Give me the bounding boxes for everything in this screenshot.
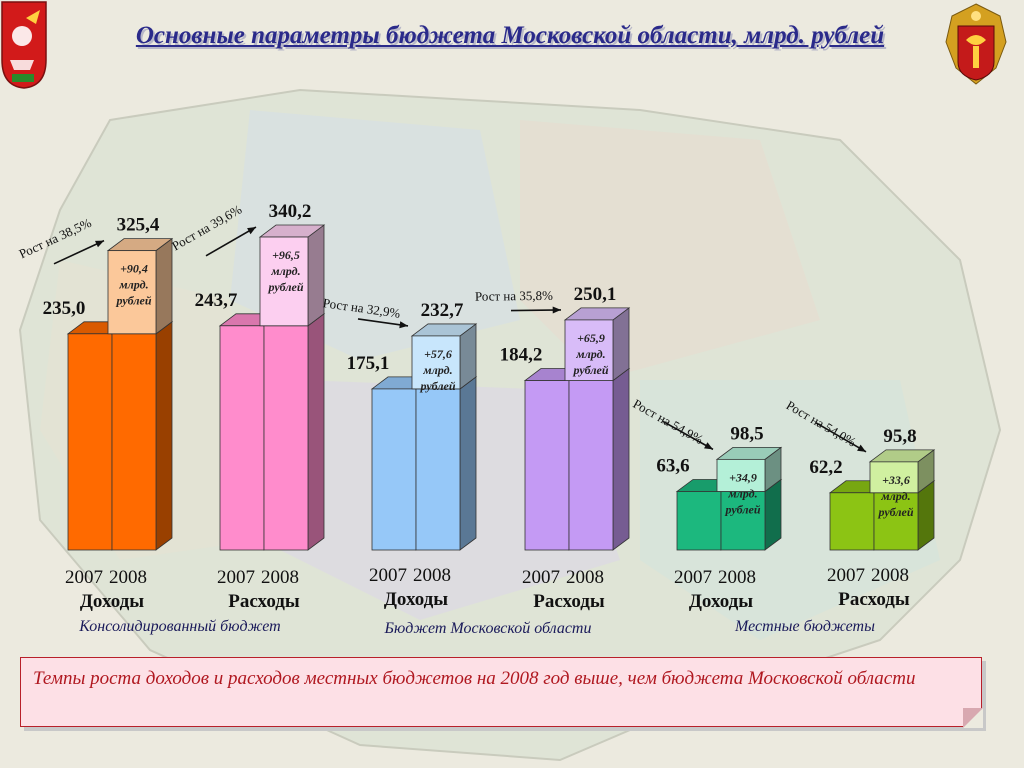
bar-increase-0-1-face — [259, 236, 309, 327]
bar-increase-0-1 — [258, 224, 326, 327]
value-2007-0-0: 235,0 — [43, 298, 86, 319]
year-2008-0-0: 2008 — [109, 567, 147, 588]
budget-bar-chart: 235,0 325,4 +90,4 млрд. рублей Рост на 38,5% 2… — [17, 201, 936, 637]
increase-label-0-0: +90,4 млрд. рублей — [115, 262, 151, 308]
bar-increase-1-1-side — [612, 307, 630, 382]
bar-increase-0-1-side — [307, 224, 325, 327]
moscow-oblast-coat-of-arms-icon — [1, 1, 47, 89]
growth-arrowhead-2-1 — [857, 444, 866, 452]
bar-increase-2-1 — [868, 449, 936, 494]
year-2007-2-1: 2007 — [827, 565, 865, 586]
value-2008-2-1: 95,8 — [883, 426, 916, 447]
increase-label-2-1: +33,6 млрд. рублей — [877, 473, 913, 519]
year-2008-2-1: 2008 — [871, 565, 909, 586]
page-title: Основные параметры бюджета Московской об… — [135, 22, 885, 49]
bar-2008-0-0-face — [111, 333, 157, 551]
increase-label-1-1: +65,9 млрд. рублей — [572, 331, 608, 377]
year-2008-1-0: 2008 — [413, 565, 451, 586]
bar-2008-0-0-side — [155, 320, 173, 551]
year-2008-0-1: 2008 — [261, 567, 299, 588]
value-2007-1-0: 175,1 — [347, 353, 390, 374]
group-label-0: Консолидированный бюджет — [78, 618, 280, 635]
bar-2008-1-0-side — [459, 376, 477, 551]
growth-arrowhead-2-0 — [704, 442, 713, 450]
bar-increase-0-0 — [106, 237, 174, 335]
value-2008-0-1: 340,2 — [269, 201, 312, 222]
value-2008-0-0: 325,4 — [117, 215, 160, 236]
bar-increase-0-0-side — [155, 237, 173, 335]
group-label-2: Местные бюджеты — [734, 618, 875, 635]
growth-label-1-0: Рост на 32,9% — [322, 295, 401, 321]
bar-2008-1-0 — [414, 376, 478, 551]
growth-arrow-1-1 — [510, 309, 562, 312]
bar-2008-0-1 — [262, 312, 326, 551]
bar-2008-1-1-side — [612, 367, 630, 551]
bar-2007-1-0-face — [371, 388, 417, 551]
bar-2007-2-0-face — [676, 491, 722, 551]
growth-arrow-0-0 — [53, 239, 105, 265]
growth-label-2-1: Рост на 54,0% — [784, 397, 859, 449]
bar-2008-0-1-face — [263, 325, 309, 551]
bar-2007-0-0-face — [67, 333, 113, 551]
group-label-1: Бюджет Московской области — [384, 620, 592, 637]
bar-2008-1-0-face — [415, 388, 461, 551]
bar-2007-0-1-face — [219, 325, 265, 551]
increase-label-0-1: +96,5 млрд. рублей — [267, 248, 303, 294]
bar-increase-2-1-face — [869, 461, 919, 494]
bar-2007-1-1-face — [524, 380, 570, 551]
bar-increase-1-0-face — [411, 335, 461, 390]
value-2007-1-1: 184,2 — [500, 345, 543, 366]
value-2008-2-0: 98,5 — [730, 423, 763, 444]
bar-2008-2-1-face — [873, 492, 919, 551]
bar-increase-2-0 — [715, 446, 783, 493]
bar-2008-0-0 — [110, 320, 174, 551]
growth-label-1-1: Рост на 35,8% — [475, 288, 553, 304]
category-label-0-1: Расходы — [228, 591, 300, 612]
value-2007-0-1: 243,7 — [195, 290, 238, 311]
category-label-0-0: Доходы — [80, 591, 144, 612]
bar-increase-1-0 — [410, 323, 478, 390]
growth-arrowhead-0-1 — [247, 227, 256, 235]
treasury-emblem-icon — [945, 3, 1007, 85]
value-2007-2-1: 62,2 — [809, 457, 842, 478]
value-2008-1-1: 250,1 — [574, 284, 617, 305]
note-text: Темпы роста доходов и расходов местных б… — [33, 668, 916, 689]
growth-arrow-2-1 — [815, 422, 867, 453]
growth-label-2-0: Рост на 54,9% — [630, 396, 706, 447]
year-2007-1-1: 2007 — [522, 567, 560, 588]
category-label-1-0: Доходы — [384, 589, 448, 610]
growth-arrowhead-1-0 — [399, 321, 408, 329]
growth-arrowhead-1-1 — [552, 306, 561, 314]
bar-2008-1-1-face — [568, 380, 614, 551]
year-2007-0-1: 2007 — [217, 567, 255, 588]
growth-arrowhead-0-0 — [95, 240, 104, 248]
bar-2008-0-1-side — [307, 312, 325, 551]
increase-label-2-0: +34,9 млрд. рублей — [724, 470, 760, 516]
bar-increase-1-1 — [563, 307, 631, 382]
bar-2008-1-1 — [567, 367, 631, 551]
increase-label-1-0: +57,6 млрд. рублей — [419, 347, 455, 393]
category-label-2-1: Расходы — [838, 589, 910, 610]
value-2008-1-0: 232,7 — [421, 300, 464, 321]
bar-2007-2-1-face — [829, 492, 875, 551]
growth-label-0-1: Рост на 39,6% — [169, 201, 244, 253]
growth-arrow-2-0 — [662, 420, 714, 451]
year-2008-1-1: 2008 — [566, 567, 604, 588]
growth-arrow-0-1 — [205, 226, 257, 257]
growth-label-0-0: Рост на 38,5% — [17, 215, 94, 262]
year-2008-2-0: 2008 — [718, 567, 756, 588]
note-box: Темпы роста доходов и расходов местных б… — [20, 657, 983, 728]
growth-arrow-1-0 — [357, 318, 409, 327]
bar-increase-2-0-face — [716, 458, 766, 492]
category-label-2-0: Доходы — [689, 591, 753, 612]
year-2007-2-0: 2007 — [674, 567, 712, 588]
category-label-1-1: Расходы — [533, 591, 605, 612]
bar-increase-1-1-face — [564, 319, 614, 381]
year-2007-1-0: 2007 — [369, 565, 407, 586]
value-2007-2-0: 63,6 — [656, 455, 689, 476]
year-2007-0-0: 2007 — [65, 567, 103, 588]
bar-increase-0-0-face — [107, 250, 157, 335]
